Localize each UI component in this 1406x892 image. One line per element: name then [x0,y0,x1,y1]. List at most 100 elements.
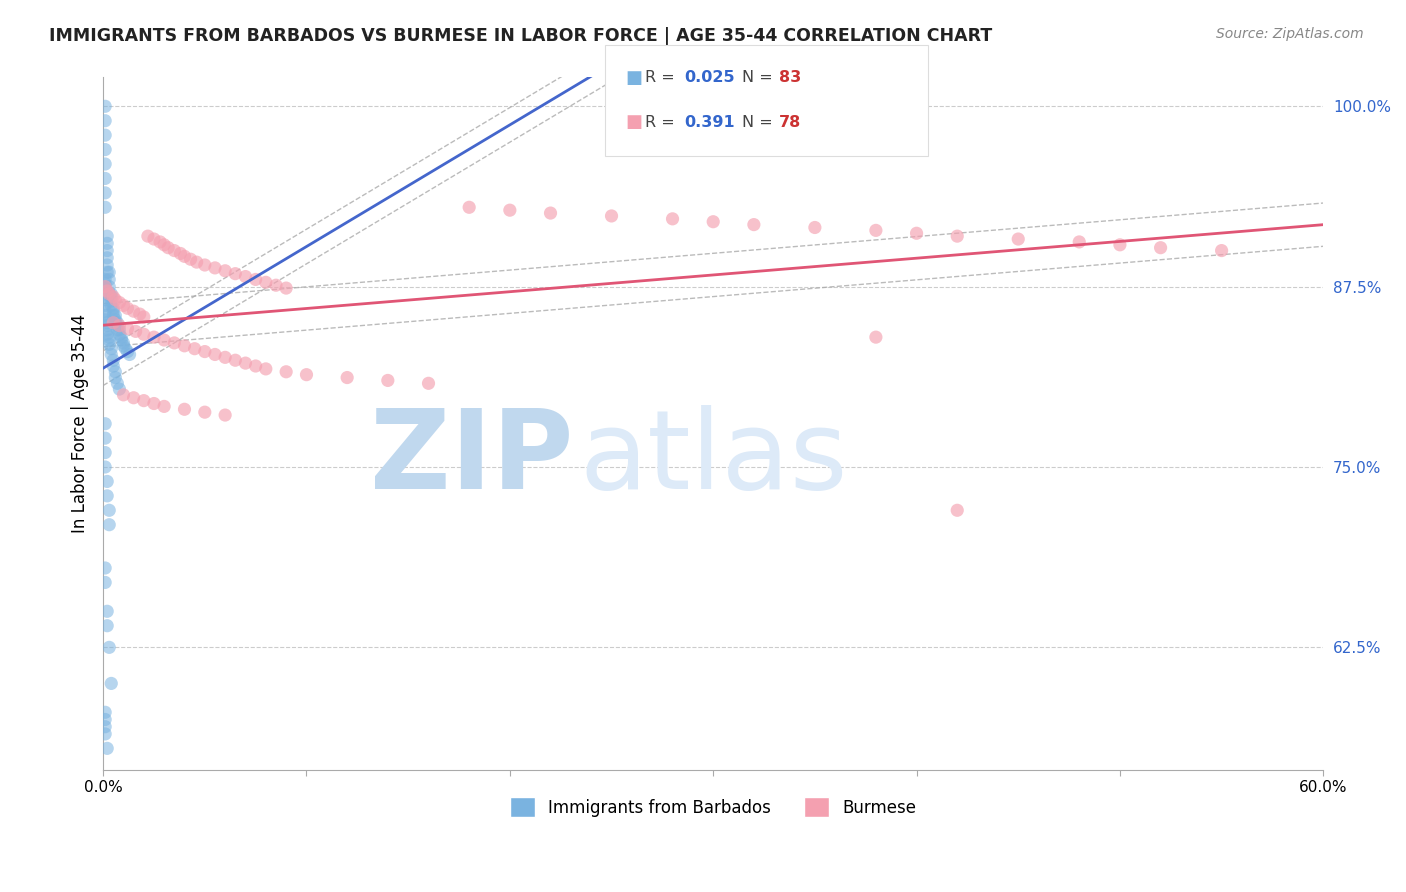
Point [96,323,118,337]
Point [98,337,121,351]
Point [100,286,122,301]
Point [94,460,117,475]
Point [103,309,125,323]
Point [702,215,724,229]
Point [98,503,121,517]
Text: R =: R = [645,70,681,85]
Text: N =: N = [742,70,779,85]
Point [377,373,399,387]
Text: ■: ■ [626,113,643,131]
Point [418,376,440,391]
Point [108,323,131,337]
Point [224,353,246,368]
Point [96,258,118,272]
Point [128,307,150,321]
Point [96,318,118,333]
Text: 78: 78 [779,115,801,129]
Point [108,318,131,333]
Point [117,344,139,359]
Point [100,342,122,356]
Point [186,255,208,269]
Point [105,316,128,330]
Point [173,402,195,417]
Point [804,220,827,235]
Point [104,370,127,384]
Y-axis label: In Labor Force | Age 35-44: In Labor Force | Age 35-44 [72,314,89,533]
Point [169,246,191,260]
Point [214,264,236,278]
Point [540,206,562,220]
Point [94,200,117,214]
Point [100,294,122,309]
Point [96,327,118,342]
Point [98,640,121,655]
Point [98,279,121,293]
Point [117,301,139,316]
Text: ■: ■ [626,69,643,87]
Point [157,241,180,255]
Point [94,186,117,200]
Point [173,339,195,353]
Point [105,318,128,333]
Text: atlas: atlas [579,405,848,512]
Point [136,229,159,244]
Point [94,279,117,293]
Point [276,281,298,295]
Point [100,347,122,361]
Point [94,293,117,307]
Point [94,113,117,128]
Point [98,272,121,286]
Point [214,408,236,422]
Point [276,365,298,379]
Point [118,347,141,361]
Point [254,276,277,290]
Point [163,244,186,258]
Point [132,310,155,324]
Point [905,227,928,241]
Point [153,333,176,347]
Point [94,575,117,590]
Point [94,713,117,727]
Point [94,309,117,323]
Point [946,503,969,517]
Point [122,391,145,405]
Point [98,265,121,279]
Point [124,324,146,338]
Point [742,218,765,232]
Point [143,232,166,246]
Point [96,229,118,244]
Point [96,236,118,251]
Point [1149,241,1171,255]
Point [98,517,121,532]
Point [104,293,127,307]
Point [163,335,186,350]
Point [96,618,118,632]
Point [214,351,236,365]
Point [661,211,683,226]
Point [105,323,128,337]
Point [173,249,195,263]
Point [143,396,166,410]
Point [235,269,257,284]
Point [103,290,125,304]
Text: 83: 83 [779,70,801,85]
Point [194,405,217,419]
Point [122,304,145,318]
Point [94,281,117,295]
Text: ZIP: ZIP [370,405,572,512]
Point [112,298,135,312]
Point [103,316,125,330]
Point [96,251,118,265]
Point [499,203,522,218]
Point [1007,232,1029,246]
Point [100,290,122,304]
Point [94,286,117,301]
Point [114,342,136,356]
Point [96,475,118,489]
Point [117,321,139,335]
Point [235,356,257,370]
Point [1211,244,1233,258]
Point [94,298,117,312]
Point [94,720,117,734]
Point [94,99,117,113]
